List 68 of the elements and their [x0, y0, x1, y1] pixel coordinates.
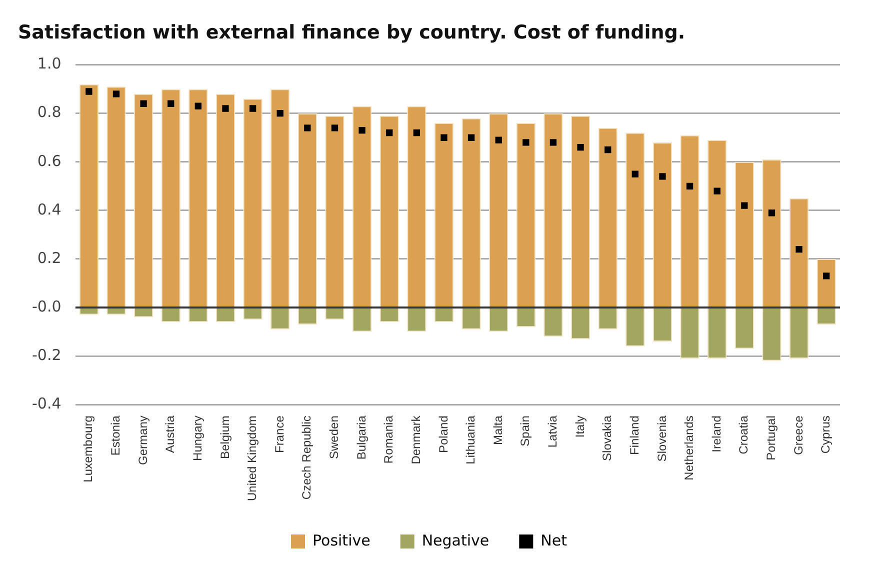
x-tick-label: Czech Republic	[300, 416, 314, 500]
x-tick-label: Malta	[490, 415, 505, 445]
y-tick-label: -0.2	[32, 346, 62, 364]
legend-label: Net	[540, 531, 568, 550]
x-tick-label: Poland	[436, 416, 450, 453]
point	[440, 134, 448, 141]
x-tick-label: Spain	[518, 416, 532, 446]
point	[249, 105, 256, 112]
x-tick-label: Romania	[382, 415, 396, 464]
point	[331, 124, 338, 132]
legend-label: Negative	[422, 531, 490, 550]
legend-label: Positive	[312, 531, 370, 550]
point	[304, 124, 311, 132]
x-tick-label: Croatia	[736, 415, 751, 454]
x-tick-label: United Kingdom	[245, 416, 260, 502]
point	[522, 139, 530, 146]
x-tick-label: Sweden	[327, 416, 342, 459]
point	[194, 102, 202, 110]
point	[168, 100, 174, 107]
x-tick-label: Portugal	[764, 416, 778, 460]
point	[495, 136, 502, 144]
point	[276, 110, 284, 117]
y-tick-label: 0.6	[37, 152, 62, 170]
x-tick-label: Latvia	[546, 415, 560, 448]
y-tick-label: 0.4	[37, 200, 62, 218]
chart-title: Satisfaction with external finance by country. Cost of funding.	[18, 21, 686, 44]
x-tick-label: Netherlands	[682, 416, 696, 480]
point	[632, 170, 638, 178]
point	[659, 173, 666, 180]
x-tick-label: Hungary	[190, 416, 204, 461]
point	[550, 139, 557, 146]
y-tick-label: -0.4	[32, 394, 62, 413]
point	[796, 246, 802, 253]
x-tick-label: Denmark	[408, 414, 423, 464]
x-tick-label: Bulgaria	[354, 415, 368, 460]
point	[413, 129, 420, 136]
x-tick-label: Germany	[136, 416, 150, 465]
point	[86, 88, 92, 95]
point	[823, 272, 830, 280]
x-tick-label: France	[272, 415, 286, 453]
y-tick-label: 1.0	[37, 54, 62, 73]
x-tick-label: Ireland	[709, 416, 724, 452]
x-tick-label: Belgium	[218, 416, 232, 459]
y-tick-label: 0.2	[37, 248, 62, 267]
point	[358, 127, 366, 134]
point	[468, 134, 475, 141]
point	[686, 182, 694, 190]
point	[386, 129, 393, 136]
point	[714, 188, 720, 194]
x-tick-label: Finland	[627, 416, 642, 455]
y-tick-label: 0.8	[37, 103, 62, 122]
x-tick-label: Greece	[791, 415, 806, 455]
x-tick-label: Luxembourg	[81, 416, 96, 482]
point	[604, 146, 612, 154]
x-tick-label: Cyprus	[818, 416, 833, 454]
y-tick-label: -0.0	[32, 297, 62, 316]
x-tick-label: Italy	[572, 416, 587, 438]
x-tick-label: Austria	[163, 415, 178, 453]
point	[222, 105, 229, 112]
point	[140, 100, 147, 107]
x-tick-label: Slovenia	[654, 415, 669, 462]
point	[741, 202, 748, 209]
x-tick-label: Estonia	[108, 415, 123, 456]
point	[112, 90, 120, 98]
x-tick-label: Slovakia	[600, 415, 614, 461]
x-tick-label: Lithuania	[464, 415, 478, 464]
point	[768, 210, 776, 216]
point	[577, 144, 584, 151]
